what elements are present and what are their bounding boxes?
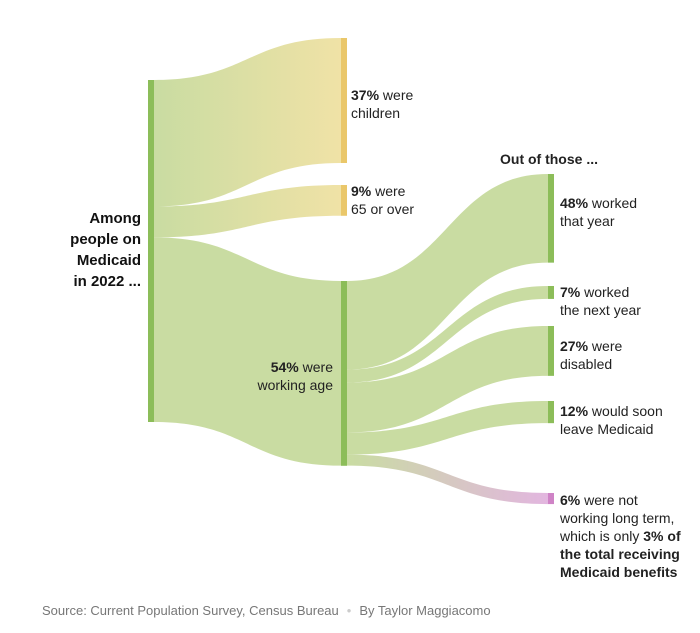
byline: By Taylor Maggiacomo — [359, 603, 491, 618]
node-worked-next — [548, 286, 554, 299]
text: were not — [580, 492, 638, 508]
root-label-line: in 2022 ... — [73, 273, 141, 290]
text: Medicaid benefits — [560, 564, 678, 580]
flow-not-working — [347, 454, 548, 505]
label-not-working: 6% were not working long term, which is … — [560, 491, 681, 581]
text: leave Medicaid — [560, 421, 654, 437]
text: 65 or over — [351, 201, 415, 217]
node-working — [341, 281, 347, 466]
text: the total receiving — [560, 546, 680, 562]
pct: 9% — [351, 183, 372, 199]
separator-dot: • — [346, 603, 352, 618]
text: disabled — [560, 356, 613, 372]
root-label-line: Medicaid — [76, 252, 141, 269]
text: worked — [580, 284, 630, 300]
node-seniors — [341, 185, 347, 216]
flow-worked — [347, 174, 548, 370]
text: would soon — [588, 403, 663, 419]
pct: 27% — [560, 338, 589, 354]
flow-children — [154, 38, 341, 207]
text: that year — [560, 213, 615, 229]
pct: 54% — [270, 359, 299, 375]
text: were — [588, 338, 623, 354]
pct: 37% — [351, 87, 380, 103]
label-worked-next: 7% worked the next year — [560, 283, 641, 319]
text: working long term, — [560, 510, 675, 526]
node-root — [148, 80, 154, 422]
node-not-working — [548, 493, 554, 505]
text: 3% of — [643, 528, 681, 544]
text: children — [351, 105, 401, 121]
root-label-line: Among — [89, 210, 141, 227]
flow-leave — [347, 401, 548, 455]
flow-seniors — [154, 185, 341, 238]
node-disabled — [548, 326, 554, 376]
subheading: Out of those ... — [500, 151, 598, 167]
root-label-line: people on — [70, 231, 141, 248]
source-text: Source: Current Population Survey, Censu… — [42, 603, 339, 618]
text: were — [298, 359, 333, 375]
label-worked: 48% worked that year — [560, 194, 637, 230]
pct: 48% — [560, 195, 589, 211]
node-children — [341, 38, 347, 163]
text: working age — [257, 377, 334, 393]
text: worked — [588, 195, 638, 211]
pct: 7% — [560, 284, 581, 300]
text: were — [371, 183, 406, 199]
root-label: Among people on Medicaid in 2022 ... — [40, 208, 141, 292]
text: were — [379, 87, 414, 103]
node-worked — [548, 174, 554, 263]
label-working-age: 54% were working age — [233, 358, 334, 394]
text: which is only — [560, 528, 644, 544]
text: the next year — [560, 302, 641, 318]
label-children: 37% were children — [351, 86, 413, 122]
node-leave — [548, 401, 554, 424]
flow-worked-next — [347, 286, 548, 383]
pct: 6% — [560, 492, 581, 508]
label-seniors: 9% were 65 or over — [351, 182, 414, 218]
pct: 12% — [560, 403, 589, 419]
flow-working — [154, 237, 341, 466]
label-disabled: 27% were disabled — [560, 337, 622, 373]
label-leave: 12% would soon leave Medicaid — [560, 402, 663, 438]
source-line: Source: Current Population Survey, Censu… — [42, 603, 491, 618]
flow-disabled — [347, 326, 548, 433]
